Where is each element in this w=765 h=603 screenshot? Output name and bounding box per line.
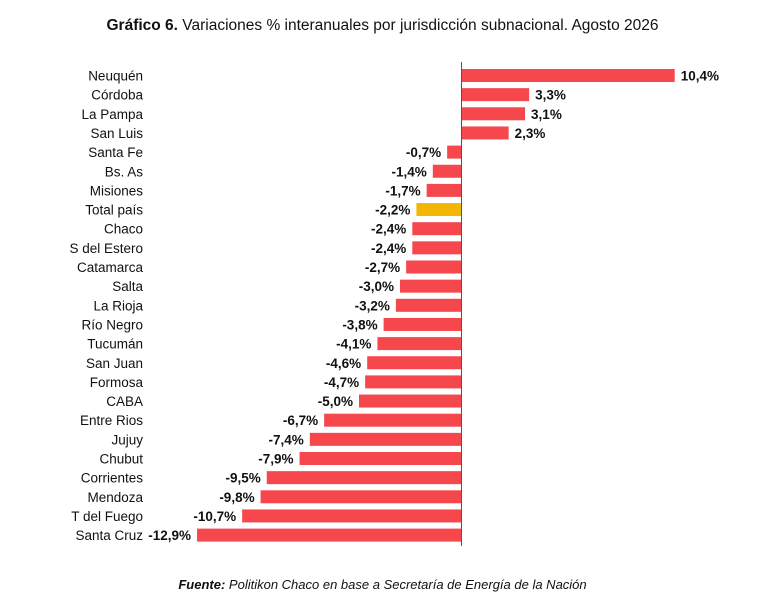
bar <box>377 337 462 351</box>
category-label: La Rioja <box>93 298 143 313</box>
category-label: Santa Fe <box>88 145 143 160</box>
data-label: -1,7% <box>385 183 420 198</box>
data-label: 2,3% <box>515 126 546 141</box>
bar <box>266 471 462 485</box>
chart-title-prefix: Gráfico 6. <box>106 17 178 34</box>
bar <box>400 279 462 293</box>
data-label: -12,9% <box>148 528 191 543</box>
category-label: San Luis <box>90 126 143 141</box>
category-label: Chubut <box>99 452 143 467</box>
chart-source: Fuente: Politikon Chaco en base a Secret… <box>0 577 765 592</box>
bar <box>395 298 462 312</box>
bar <box>461 69 675 82</box>
data-label: -3,2% <box>355 298 390 313</box>
bar <box>383 317 462 331</box>
bar <box>299 452 462 465</box>
data-label: -2,4% <box>371 222 406 237</box>
chart-title-text: Variaciones % interanuales por jurisdicc… <box>182 17 659 34</box>
data-label: -3,8% <box>342 317 377 332</box>
data-label: -4,6% <box>326 356 361 371</box>
category-label: CABA <box>106 394 143 409</box>
category-label: Santa Cruz <box>75 528 143 543</box>
bar <box>432 164 462 178</box>
data-label: -5,0% <box>318 394 353 409</box>
bar <box>197 528 462 542</box>
data-label: -4,1% <box>336 337 371 352</box>
data-label: -4,7% <box>324 375 359 390</box>
category-label: Chaco <box>104 222 143 237</box>
category-label: Tucumán <box>87 337 143 352</box>
category-label: S del Estero <box>69 241 143 256</box>
category-label: Bs. As <box>105 164 144 179</box>
data-label: 10,4% <box>681 69 719 84</box>
data-label: 3,1% <box>531 107 562 122</box>
data-label: -3,0% <box>359 279 394 294</box>
bar <box>447 145 462 159</box>
bar <box>242 509 462 523</box>
bar <box>461 126 509 140</box>
category-label: Misiones <box>90 183 144 198</box>
data-label: -6,7% <box>283 413 318 428</box>
category-label: Córdoba <box>91 88 143 103</box>
bar <box>260 490 462 504</box>
bar <box>461 88 530 102</box>
bar <box>426 183 462 197</box>
data-label: -1,4% <box>392 164 427 179</box>
bar <box>367 356 462 370</box>
chart-title: Gráfico 6. Variaciones % interanuales po… <box>0 17 765 35</box>
category-label: Total país <box>85 203 143 218</box>
bar <box>365 375 462 389</box>
category-label: T del Fuego <box>71 509 143 524</box>
data-label: -2,2% <box>375 203 410 218</box>
bar-highlight <box>416 203 462 217</box>
data-label: -2,4% <box>371 241 406 256</box>
data-label: -7,4% <box>269 432 304 447</box>
category-label: Río Negro <box>81 317 143 332</box>
category-label: Jujuy <box>111 432 143 447</box>
category-label: Mendoza <box>87 490 143 505</box>
bar <box>324 413 462 427</box>
category-label: Catamarca <box>77 260 144 275</box>
bar <box>406 260 462 274</box>
data-label: -2,7% <box>365 260 400 275</box>
bar <box>412 241 462 255</box>
data-label: -9,8% <box>219 490 254 505</box>
category-label: Salta <box>112 279 143 294</box>
data-label: -10,7% <box>193 509 236 524</box>
category-label: Entre Rios <box>80 413 143 428</box>
source-prefix: Fuente: <box>178 577 226 592</box>
bar <box>309 432 462 446</box>
category-label: San Juan <box>86 356 143 371</box>
data-label: -7,9% <box>258 452 293 467</box>
data-label: -0,7% <box>406 145 441 160</box>
bar <box>461 107 526 121</box>
source-text: Politikon Chaco en base a Secretaría de … <box>228 577 587 592</box>
category-label: La Pampa <box>81 107 143 122</box>
data-label: -9,5% <box>225 471 260 486</box>
category-label: Neuquén <box>88 69 143 84</box>
bar <box>412 222 462 236</box>
category-label: Corrientes <box>81 471 144 486</box>
category-label: Formosa <box>90 375 144 390</box>
data-label: 3,3% <box>535 88 566 103</box>
bar <box>359 394 462 408</box>
